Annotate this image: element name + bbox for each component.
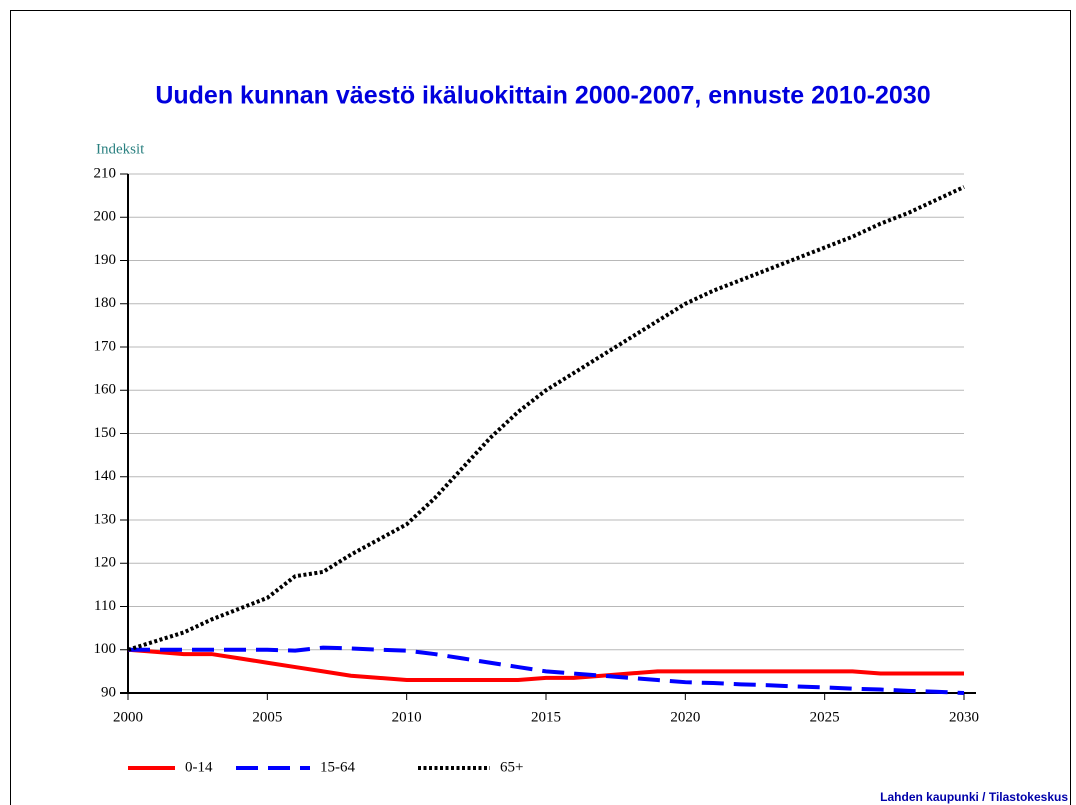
- y-tick-label: 100: [94, 641, 117, 657]
- x-tick-label: 2015: [531, 709, 561, 725]
- x-tick-label: 2030: [949, 709, 979, 725]
- series-line: [128, 645, 965, 695]
- y-tick-label: 180: [94, 295, 117, 311]
- chart-title: Uuden kunnan väestö ikäluokittain 2000-2…: [155, 82, 930, 110]
- y-tick-label: 120: [94, 555, 117, 571]
- x-tick-label: 2020: [670, 709, 700, 725]
- y-tick-label: 200: [94, 209, 117, 225]
- frame: [10, 10, 1071, 805]
- legend-label: 65+: [500, 759, 523, 775]
- y-tick-label: 110: [94, 598, 116, 614]
- x-tick-label: 2000: [113, 709, 143, 725]
- legend-label: 0-14: [185, 759, 213, 775]
- y-tick-label: 150: [94, 425, 117, 441]
- y-axis-label: Indeksit: [96, 141, 145, 157]
- x-tick-label: 2025: [810, 709, 840, 725]
- series-line: [127, 647, 964, 683]
- source: Lahden kaupunki / Tilastokeskus: [880, 790, 1068, 804]
- x-tick-label: 2010: [392, 709, 422, 725]
- y-tick-label: 170: [94, 338, 117, 354]
- y-tick-label: 190: [94, 252, 117, 268]
- x-tick-label: 2005: [252, 709, 282, 725]
- y-tick-label: 140: [94, 468, 117, 484]
- legend-label: 15-64: [320, 759, 355, 775]
- y-tick-label: 210: [94, 165, 117, 181]
- y-tick-label: 90: [101, 684, 116, 700]
- y-tick-label: 130: [94, 511, 117, 527]
- y-tick-label: 160: [94, 382, 117, 398]
- series-line: [127, 185, 965, 652]
